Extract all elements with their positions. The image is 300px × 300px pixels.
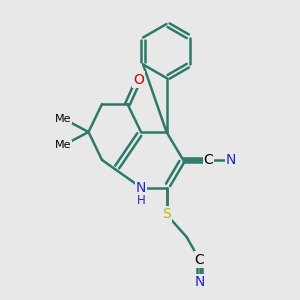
Text: N: N [136,181,146,194]
Text: N: N [226,153,236,166]
Text: H: H [136,194,146,207]
Text: O: O [133,73,144,86]
Text: C: C [195,253,204,266]
Text: C: C [204,153,213,166]
Text: N: N [194,275,205,289]
Text: S: S [162,208,171,221]
Text: Me: Me [55,113,71,124]
Text: Me: Me [55,140,71,151]
